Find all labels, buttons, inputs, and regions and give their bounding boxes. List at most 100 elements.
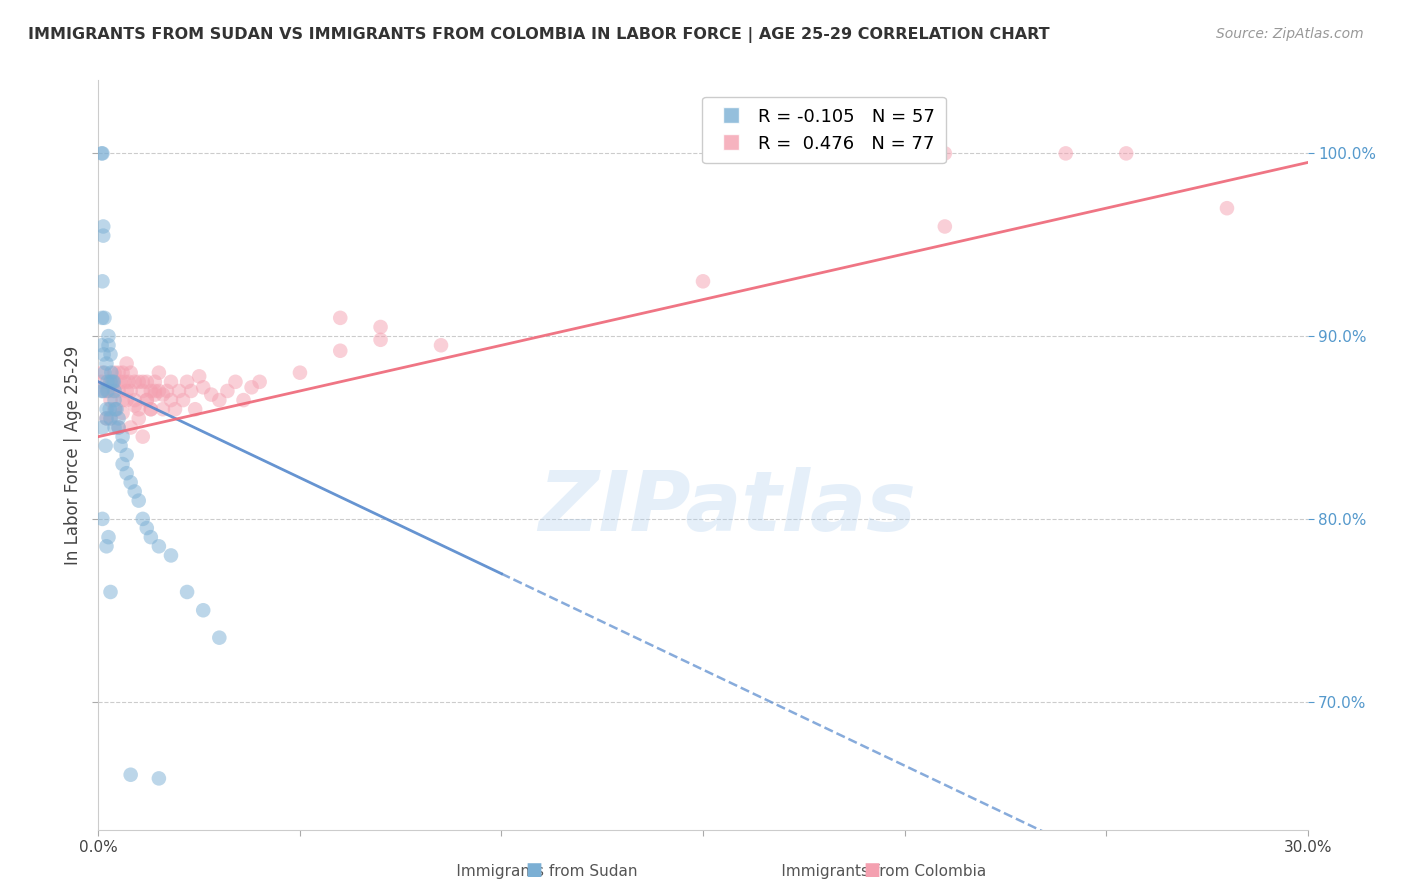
Point [100, 375, 122, 389]
Point [107, 420, 129, 434]
Point [128, 402, 150, 417]
Point [163, 402, 186, 417]
Point [188, 369, 211, 384]
Point [135, 521, 157, 535]
Point [148, 366, 170, 380]
Point [120, 420, 142, 434]
Y-axis label: In Labor Force | Age 25-29: In Labor Force | Age 25-29 [63, 345, 82, 565]
Point [111, 406, 134, 420]
Point [217, 384, 239, 398]
Point [893, 146, 915, 161]
Point [96, 411, 118, 425]
Point [111, 430, 134, 444]
Point [132, 430, 155, 444]
Point [139, 402, 162, 417]
Point [193, 603, 215, 617]
Point [135, 375, 157, 389]
Point [91, 310, 114, 325]
Point [288, 366, 311, 380]
Point [1054, 146, 1077, 161]
Point [105, 402, 128, 417]
Point [132, 375, 155, 389]
Point [100, 366, 122, 380]
Point [100, 393, 122, 408]
Point [143, 375, 166, 389]
Point [692, 274, 714, 288]
Point [152, 387, 174, 401]
Point [111, 457, 134, 471]
Point [249, 375, 271, 389]
Point [430, 338, 453, 352]
Point [193, 380, 215, 394]
Point [184, 402, 207, 417]
Point [120, 475, 142, 490]
Point [97, 329, 120, 343]
Point [91, 146, 114, 161]
Point [91, 384, 114, 398]
Point [115, 448, 138, 462]
Point [208, 393, 231, 408]
Point [135, 393, 157, 408]
Point [96, 357, 118, 371]
Point [110, 439, 132, 453]
Point [370, 320, 392, 334]
Point [98, 402, 121, 417]
Point [100, 375, 122, 389]
Point [232, 393, 254, 408]
Point [139, 530, 162, 544]
Point [124, 393, 146, 408]
Point [103, 366, 125, 380]
Text: ■: ■ [863, 861, 880, 879]
Point [167, 384, 190, 398]
Point [160, 549, 183, 563]
Point [148, 772, 170, 786]
Point [148, 539, 170, 553]
Point [91, 274, 114, 288]
Point [1216, 201, 1239, 215]
Point [107, 384, 129, 398]
Point [176, 585, 198, 599]
Point [100, 411, 122, 425]
Legend: R = -0.105   N = 57, R =  0.476   N = 77: R = -0.105 N = 57, R = 0.476 N = 77 [702, 97, 946, 163]
Point [114, 375, 136, 389]
Point [132, 512, 155, 526]
Point [107, 411, 129, 425]
Point [91, 420, 114, 434]
Point [139, 384, 162, 398]
Point [148, 384, 170, 398]
Text: ZIPatlas: ZIPatlas [538, 467, 917, 548]
Point [180, 384, 202, 398]
Point [115, 393, 138, 408]
Point [111, 366, 134, 380]
Point [90, 375, 112, 389]
Point [96, 539, 118, 553]
Text: Source: ZipAtlas.com: Source: ZipAtlas.com [1216, 27, 1364, 41]
Point [160, 393, 183, 408]
Point [152, 402, 174, 417]
Point [90, 146, 112, 161]
Point [111, 393, 134, 408]
Point [110, 375, 132, 389]
Point [103, 384, 125, 398]
Point [103, 375, 125, 389]
Point [200, 387, 222, 401]
Point [329, 310, 352, 325]
Point [91, 219, 114, 234]
Point [115, 384, 138, 398]
Point [103, 375, 125, 389]
Point [93, 347, 115, 361]
Text: Immigrants from Sudan: Immigrants from Sudan [432, 863, 637, 879]
Point [103, 402, 125, 417]
Point [176, 375, 198, 389]
Point [103, 420, 125, 434]
Point [101, 375, 124, 389]
Point [107, 420, 129, 434]
Point [94, 439, 117, 453]
Point [97, 530, 120, 544]
Point [143, 384, 166, 398]
Point [115, 357, 138, 371]
Point [96, 402, 118, 417]
Point [240, 380, 263, 394]
Point [124, 484, 146, 499]
Point [115, 466, 138, 480]
